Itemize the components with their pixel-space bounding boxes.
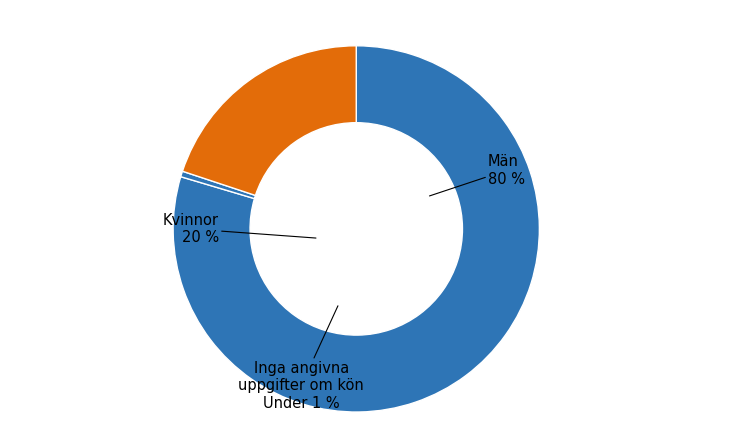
Text: Inga angivna
uppgifter om kön
Under 1 %: Inga angivna uppgifter om kön Under 1 %	[238, 306, 364, 411]
Wedge shape	[173, 46, 539, 412]
Wedge shape	[181, 171, 256, 199]
Wedge shape	[182, 46, 356, 195]
Text: Män
80 %: Män 80 %	[430, 154, 525, 196]
Text: Kvinnor
20 %: Kvinnor 20 %	[163, 213, 316, 245]
